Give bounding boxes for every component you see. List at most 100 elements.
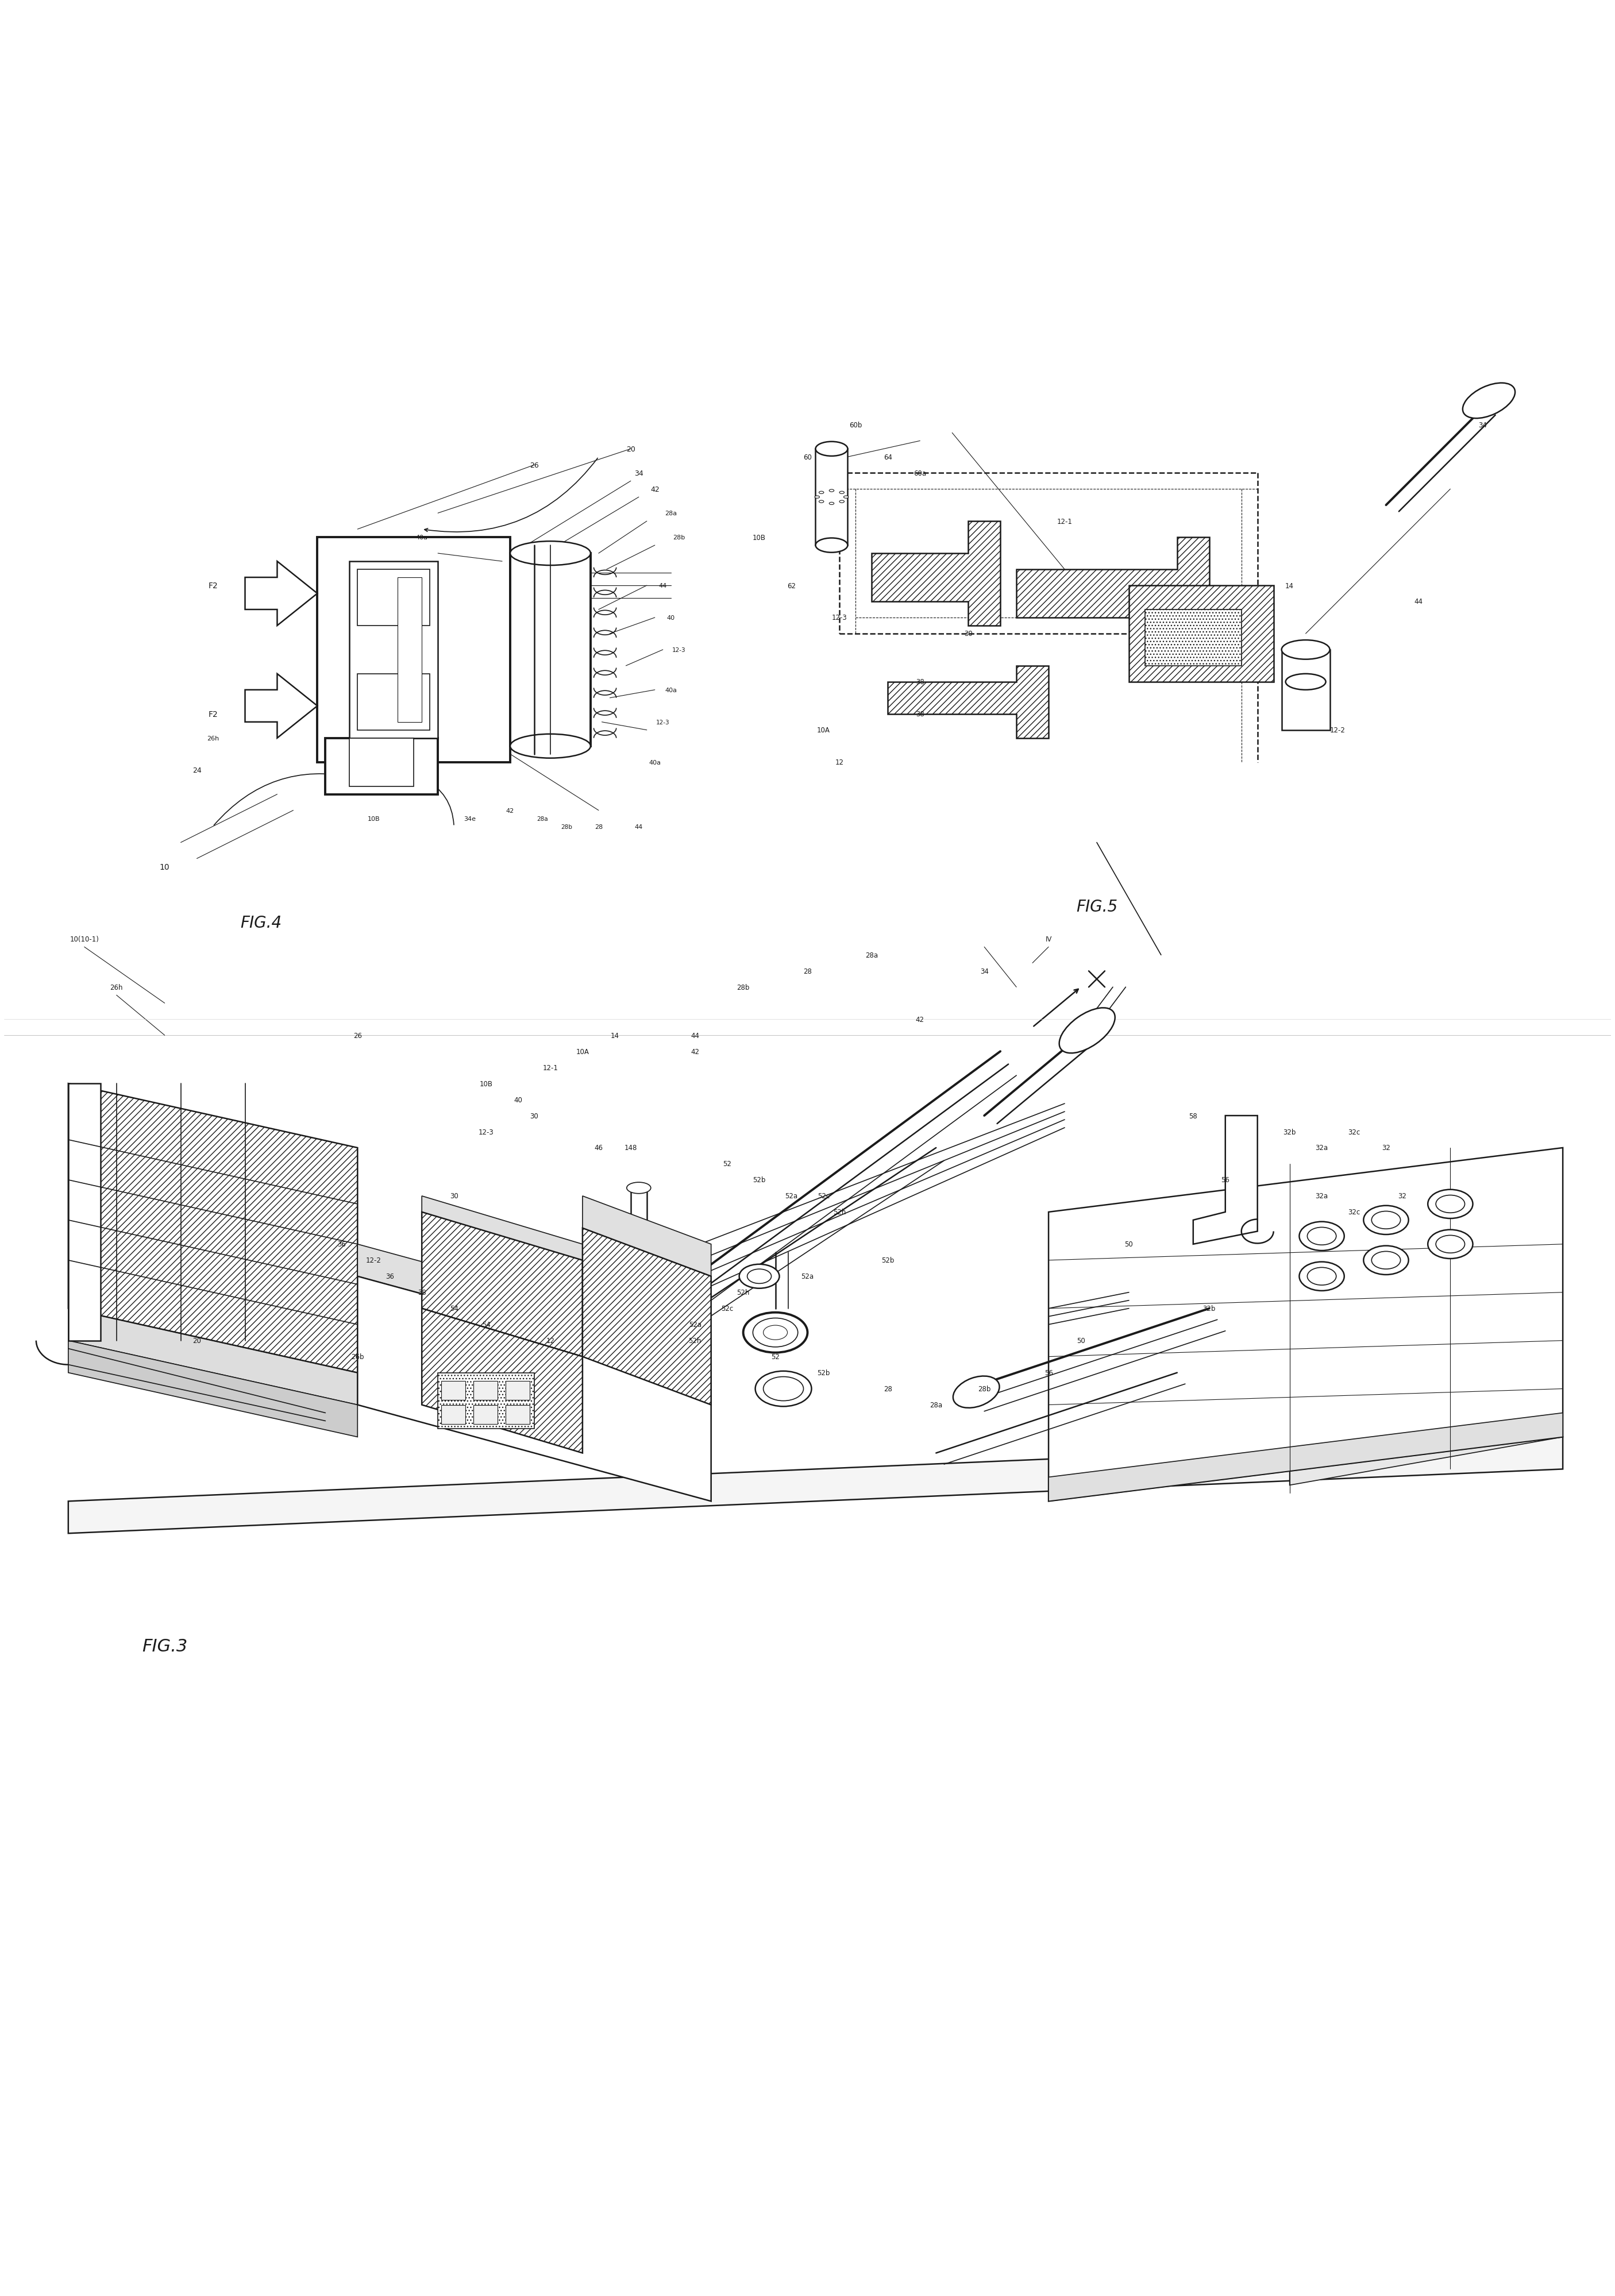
Ellipse shape xyxy=(510,735,591,758)
Text: 26: 26 xyxy=(530,461,539,468)
Text: 52h: 52h xyxy=(736,1288,749,1297)
Text: 32b: 32b xyxy=(1284,1127,1295,1137)
Text: 34: 34 xyxy=(980,967,988,976)
Ellipse shape xyxy=(816,443,848,457)
Text: 40a: 40a xyxy=(415,535,428,540)
Polygon shape xyxy=(888,666,1048,739)
Ellipse shape xyxy=(1371,1251,1400,1270)
Polygon shape xyxy=(422,1212,583,1357)
Text: 12-3: 12-3 xyxy=(656,719,670,726)
Text: 54: 54 xyxy=(449,1304,459,1313)
Ellipse shape xyxy=(843,496,848,498)
Text: 32c: 32c xyxy=(1349,1127,1360,1137)
Text: IV: IV xyxy=(1045,934,1051,944)
Ellipse shape xyxy=(1428,1231,1473,1258)
Bar xyxy=(441,1405,465,1424)
Text: 30: 30 xyxy=(449,1192,459,1201)
Text: 56: 56 xyxy=(1221,1176,1229,1185)
Text: FIG.5: FIG.5 xyxy=(1076,900,1118,916)
Polygon shape xyxy=(397,579,422,723)
Text: 12-1: 12-1 xyxy=(543,1063,559,1072)
Text: 52c: 52c xyxy=(720,1304,733,1313)
Text: 10: 10 xyxy=(160,863,170,870)
Polygon shape xyxy=(68,1084,357,1373)
Text: 36: 36 xyxy=(386,1272,394,1281)
Ellipse shape xyxy=(1428,1189,1473,1219)
Text: 44: 44 xyxy=(1413,599,1423,606)
Text: 12-3: 12-3 xyxy=(672,647,686,652)
Text: 28a: 28a xyxy=(665,510,677,517)
Text: 28b: 28b xyxy=(736,983,749,992)
Text: 20: 20 xyxy=(627,445,635,452)
Text: 42: 42 xyxy=(691,1047,699,1056)
Ellipse shape xyxy=(814,496,819,498)
Ellipse shape xyxy=(1436,1235,1465,1254)
Polygon shape xyxy=(349,563,438,739)
Text: 60: 60 xyxy=(803,455,812,461)
Text: 32: 32 xyxy=(1382,1143,1391,1153)
Text: 40: 40 xyxy=(514,1095,523,1104)
Text: 30: 30 xyxy=(964,629,972,638)
Ellipse shape xyxy=(764,1378,804,1401)
Polygon shape xyxy=(1048,1148,1563,1502)
Bar xyxy=(1129,585,1274,682)
Text: 28: 28 xyxy=(594,824,602,829)
Bar xyxy=(1145,611,1242,666)
Text: FIG.3: FIG.3 xyxy=(142,1637,187,1655)
Text: 12-3: 12-3 xyxy=(832,613,848,622)
Bar xyxy=(473,1405,497,1424)
Text: 26h: 26h xyxy=(110,983,123,992)
Text: 28a: 28a xyxy=(536,815,547,822)
Text: 148: 148 xyxy=(625,1143,638,1153)
Text: 52a: 52a xyxy=(801,1272,814,1281)
Ellipse shape xyxy=(764,1325,788,1341)
Text: 10B: 10B xyxy=(753,535,766,542)
Text: 34e: 34e xyxy=(464,815,476,822)
Text: 12-3: 12-3 xyxy=(478,1127,494,1137)
Text: 56: 56 xyxy=(1045,1368,1053,1378)
Ellipse shape xyxy=(1463,383,1515,418)
Ellipse shape xyxy=(828,503,833,505)
Text: 10A: 10A xyxy=(577,1047,589,1056)
Text: 46: 46 xyxy=(594,1143,602,1153)
Text: 50: 50 xyxy=(1124,1240,1134,1249)
Ellipse shape xyxy=(1363,1205,1408,1235)
Ellipse shape xyxy=(1059,1008,1114,1054)
Ellipse shape xyxy=(1371,1212,1400,1228)
Text: F2: F2 xyxy=(208,709,218,719)
Text: 12-2: 12-2 xyxy=(367,1256,381,1265)
Polygon shape xyxy=(583,1196,711,1277)
Text: 28b: 28b xyxy=(977,1384,990,1394)
Ellipse shape xyxy=(510,542,591,565)
Text: 40a: 40a xyxy=(665,687,677,693)
Text: 34: 34 xyxy=(635,471,643,478)
Text: 28: 28 xyxy=(883,1384,891,1394)
Text: 52h: 52h xyxy=(833,1208,846,1217)
Text: 60a: 60a xyxy=(914,471,927,478)
Ellipse shape xyxy=(740,1265,780,1288)
Text: 28b: 28b xyxy=(560,824,572,829)
Text: 14: 14 xyxy=(1286,583,1294,590)
Text: 32: 32 xyxy=(1399,1192,1407,1201)
Text: 52b: 52b xyxy=(817,1368,830,1378)
Polygon shape xyxy=(872,521,1000,627)
Text: 44: 44 xyxy=(635,824,643,829)
Polygon shape xyxy=(510,553,591,746)
Ellipse shape xyxy=(828,489,833,491)
Text: 62: 62 xyxy=(787,583,796,590)
Bar xyxy=(438,1373,535,1428)
Text: 28a: 28a xyxy=(866,951,879,960)
Bar xyxy=(473,1380,497,1401)
Bar xyxy=(505,1380,530,1401)
Polygon shape xyxy=(583,1228,711,1405)
Text: 32a: 32a xyxy=(1315,1192,1328,1201)
Ellipse shape xyxy=(1363,1247,1408,1274)
Text: 42: 42 xyxy=(916,1015,924,1024)
Text: 12: 12 xyxy=(835,758,845,767)
Text: 24: 24 xyxy=(192,767,202,774)
Text: 26: 26 xyxy=(354,1031,362,1040)
Text: 26b: 26b xyxy=(350,1352,363,1362)
Text: 12-1: 12-1 xyxy=(1056,519,1072,526)
Text: 52: 52 xyxy=(770,1352,780,1362)
Ellipse shape xyxy=(743,1313,808,1352)
